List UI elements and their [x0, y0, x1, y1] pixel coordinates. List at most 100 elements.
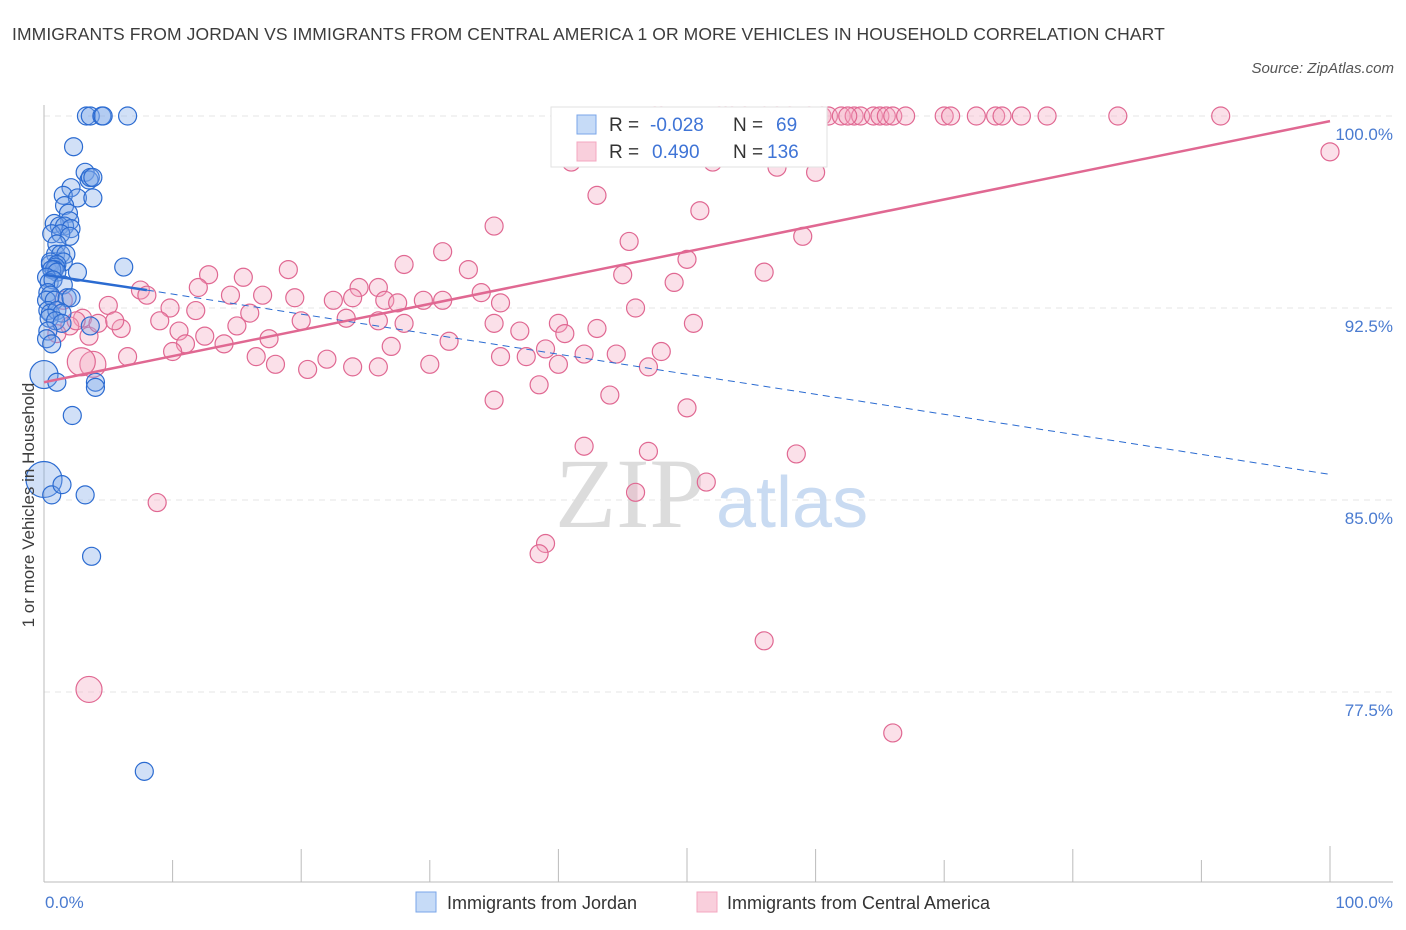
series-legend: Immigrants from Jordan Immigrants from C… — [415, 891, 991, 913]
central-america-point-123 — [147, 492, 167, 513]
central-america-point-94 — [381, 336, 401, 356]
central-america-point-108 — [298, 359, 318, 380]
jordan-point-5 — [63, 137, 84, 157]
jordan-point-47 — [61, 288, 81, 308]
axes — [43, 105, 1393, 883]
central-america-point-72 — [336, 308, 356, 328]
central-america-point-40 — [619, 231, 639, 252]
stats-legend-box — [550, 106, 828, 168]
trend-line-jordan-extension — [146, 289, 1331, 475]
jordan-point-10 — [83, 167, 103, 188]
central-america-point-60 — [323, 290, 343, 310]
central-america-point-110 — [368, 357, 388, 377]
central-america-point-45 — [458, 260, 478, 280]
legend-r-value-central-america: 0.490 — [652, 142, 700, 163]
central-america-point-116 — [484, 390, 504, 410]
x-tick-label-0: 0.0% — [45, 893, 84, 912]
central-america-point-80 — [510, 321, 530, 341]
jordan-point-65 — [42, 485, 62, 505]
central-america-point-42 — [677, 249, 697, 269]
central-america-point-48 — [233, 267, 253, 287]
central-america-point-99 — [516, 347, 536, 367]
central-america-point-75 — [150, 311, 170, 331]
jordan-point-68 — [81, 546, 102, 566]
central-america-point-109 — [343, 357, 363, 377]
y-tick-label-0: 100.0% — [1335, 125, 1393, 144]
jordan-point-60 — [47, 372, 67, 392]
central-america-point-79 — [484, 313, 504, 333]
central-america-point-89 — [555, 324, 575, 344]
x-tick-labels: 0.0% 100.0% — [45, 893, 1393, 912]
central-america-point-90 — [587, 318, 607, 339]
central-america-point-115 — [600, 385, 620, 405]
central-america-point-76 — [227, 316, 247, 336]
jordan-point-51 — [52, 303, 72, 323]
central-america-point-125 — [529, 544, 549, 564]
central-america-point-84 — [111, 318, 131, 339]
trend-line-jordan — [43, 273, 148, 292]
central-america-point-98 — [651, 341, 671, 362]
bottom-legend-label-jordan: Immigrants from Jordan — [447, 893, 637, 913]
central-america-point-127 — [883, 723, 903, 743]
central-america-point-122 — [625, 482, 646, 502]
watermark-zip: ZIP — [555, 438, 705, 549]
central-america-point-25 — [1108, 106, 1128, 126]
jordan-point-13 — [83, 188, 103, 208]
central-america-point-124 — [535, 533, 556, 554]
central-america-point-126 — [754, 631, 774, 651]
central-america-point-121 — [696, 472, 716, 492]
bottom-legend-label-central-america: Immigrants from Central America — [727, 893, 991, 913]
jordan-point-20 — [61, 219, 81, 239]
central-america-point-132 — [105, 311, 125, 331]
jordan-point-50 — [47, 300, 67, 321]
jordan-point-55 — [80, 316, 100, 336]
central-america-point-27 — [838, 106, 858, 126]
central-america-point-66 — [490, 293, 511, 313]
central-america-point-131 — [88, 313, 108, 333]
central-america-point-50 — [664, 272, 684, 292]
source-credit: Source: ZipAtlas.com — [1251, 60, 1394, 77]
central-america-point-15 — [876, 106, 896, 126]
central-america-point-58 — [253, 285, 273, 305]
y-tick-labels: 100.0% 92.5% 85.0% 77.5% — [1335, 125, 1393, 720]
bottom-legend-swatch-jordan[interactable] — [415, 891, 437, 913]
central-america-point-41 — [433, 242, 453, 262]
central-america-point-46 — [754, 262, 774, 282]
watermark-atlas: atlas — [716, 463, 868, 543]
central-america-point-11 — [844, 106, 864, 126]
central-america-point-117 — [677, 398, 697, 418]
jordan-point-63 — [62, 405, 82, 426]
central-america-point-73 — [625, 298, 646, 318]
central-america-point-95 — [535, 339, 556, 359]
legend-swatch-central-america — [576, 141, 597, 162]
trend-lines — [43, 119, 1331, 475]
central-america-point-63 — [388, 293, 408, 313]
jordan-point-36 — [67, 262, 88, 282]
central-america-point-54 — [188, 277, 208, 298]
x-tick-label-1: 100.0% — [1335, 893, 1393, 912]
jordan-point-62 — [85, 377, 106, 397]
central-america-point-17 — [896, 106, 916, 126]
central-america-point-105 — [490, 347, 511, 367]
jordan-point-61 — [85, 372, 106, 392]
central-america-point-36 — [587, 185, 607, 205]
y-tick-label-2: 85.0% — [1345, 509, 1393, 528]
legend-n-label-jordan: N = — [733, 115, 763, 136]
y-tick-label-3: 77.5% — [1345, 701, 1393, 720]
watermark: ZIP atlas — [555, 438, 868, 549]
central-america-point-52 — [349, 277, 369, 298]
central-america-point-81 — [548, 313, 569, 333]
central-america-point-49 — [613, 265, 633, 285]
central-america-point-128 — [75, 675, 103, 704]
legend-r-label-jordan: R = — [609, 115, 639, 136]
jordan-point-64 — [25, 460, 63, 499]
central-america-point-118 — [574, 436, 594, 456]
jordan-point-9 — [61, 178, 81, 198]
central-america-point-19 — [941, 106, 961, 126]
central-america-point-86 — [195, 326, 215, 346]
bottom-legend-swatch-central-america[interactable] — [696, 891, 718, 913]
central-america-point-104 — [317, 349, 337, 369]
central-america-point-119 — [638, 441, 659, 461]
central-america-point-20 — [966, 106, 986, 126]
